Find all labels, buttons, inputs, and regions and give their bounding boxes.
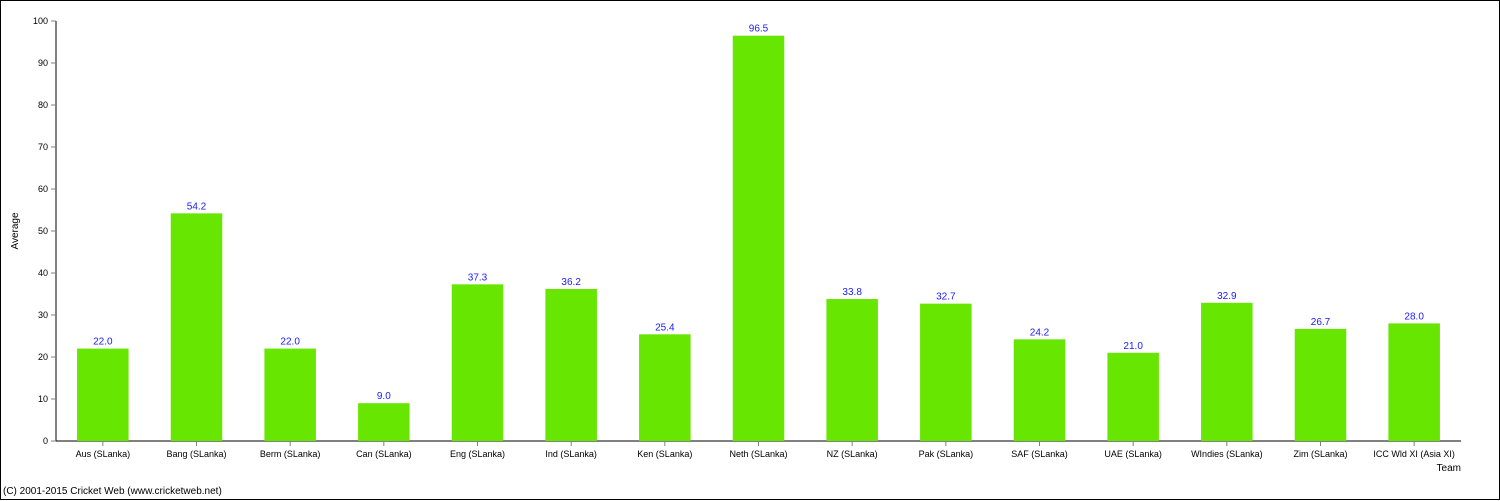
bar [1388, 323, 1440, 441]
bar-value-label: 32.9 [1217, 291, 1237, 302]
bar-value-label: 22.0 [280, 337, 300, 348]
x-tick-label: Zim (SLanka) [1293, 449, 1347, 459]
bar-value-label: 28.0 [1404, 311, 1424, 322]
y-tick-label: 100 [33, 16, 48, 26]
x-tick-label: ICC Wld XI (Asia XI) [1373, 449, 1455, 459]
bar [452, 284, 504, 441]
x-tick-label: Ken (SLanka) [637, 449, 692, 459]
x-tick-label: Neth (SLanka) [729, 449, 787, 459]
x-tick-label: Can (SLanka) [356, 449, 412, 459]
bar-value-label: 25.4 [655, 322, 675, 333]
y-tick-label: 60 [38, 184, 48, 194]
x-tick-label: UAE (SLanka) [1104, 449, 1162, 459]
y-tick-label: 0 [43, 436, 48, 446]
bar [264, 349, 316, 441]
bar [733, 36, 785, 441]
bar [171, 213, 223, 441]
bar [545, 289, 597, 441]
bar-value-label: 24.2 [1030, 327, 1050, 338]
x-tick-label: Berm (SLanka) [260, 449, 321, 459]
y-tick-label: 50 [38, 226, 48, 236]
x-tick-label: Bang (SLanka) [166, 449, 226, 459]
y-tick-label: 30 [38, 310, 48, 320]
bar [1295, 329, 1347, 441]
bar [920, 304, 972, 441]
y-tick-label: 10 [38, 394, 48, 404]
bar-value-label: 54.2 [187, 201, 207, 212]
bar-chart: 0 10 20 30 40 50 60 70 80 90 100 Average 22.0 Aus (SL… [1, 1, 1500, 501]
y-tick-label: 70 [38, 142, 48, 152]
x-axis-label: Team [1437, 463, 1461, 474]
y-tick-label: 80 [38, 100, 48, 110]
bar [1201, 303, 1253, 441]
x-tick-label: Ind (SLanka) [545, 449, 597, 459]
x-tick-label: Aus (SLanka) [76, 449, 131, 459]
bar-value-label: 36.2 [561, 277, 581, 288]
bar [77, 349, 129, 441]
bar-value-label: 37.3 [468, 272, 488, 283]
y-tick-label: 20 [38, 352, 48, 362]
x-tick-label: WIndies (SLanka) [1191, 449, 1263, 459]
bar [639, 334, 691, 441]
bar [358, 403, 410, 441]
bar-value-label: 96.5 [749, 24, 769, 35]
bar-value-label: 9.0 [377, 391, 391, 402]
bar-value-label: 22.0 [93, 337, 113, 348]
bar-value-label: 26.7 [1311, 317, 1331, 328]
bar [1014, 339, 1066, 441]
y-tick-label: 40 [38, 268, 48, 278]
bar [826, 299, 878, 441]
bar-value-label: 33.8 [842, 287, 862, 298]
x-tick-label: Pak (SLanka) [919, 449, 974, 459]
chart-container: 0 10 20 30 40 50 60 70 80 90 100 Average 22.0 Aus (SL… [0, 0, 1500, 500]
y-tick-label: 90 [38, 58, 48, 68]
bar-value-label: 32.7 [936, 292, 956, 303]
copyright-text: (C) 2001-2015 Cricket Web (www.cricketwe… [3, 486, 222, 497]
x-tick-label: SAF (SLanka) [1011, 449, 1068, 459]
bar-value-label: 21.0 [1123, 341, 1143, 352]
bar [1107, 353, 1159, 441]
x-tick-label: Eng (SLanka) [450, 449, 505, 459]
y-axis-label: Average [10, 212, 21, 250]
x-tick-label: NZ (SLanka) [827, 449, 878, 459]
